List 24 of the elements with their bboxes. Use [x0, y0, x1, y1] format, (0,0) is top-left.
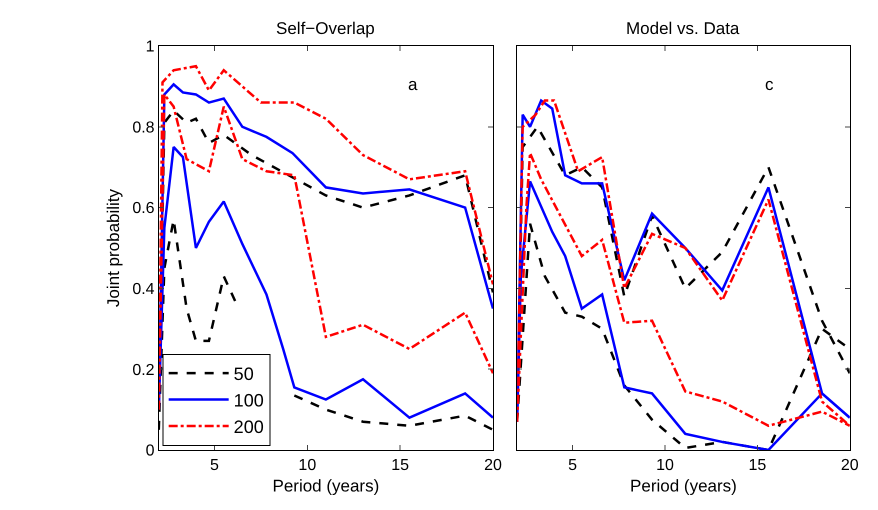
- x-tick-label: 5: [210, 457, 220, 474]
- y-tick-label: 0: [146, 442, 155, 460]
- annotation: c: [765, 75, 774, 94]
- x-axis-title: Period (years): [272, 476, 380, 496]
- y-tick-label: 0.8: [132, 119, 155, 136]
- x-axis-title: Period (years): [630, 476, 737, 496]
- y-tick-label: 0.6: [132, 200, 155, 218]
- annotation: a: [408, 75, 418, 94]
- y-axis-title: Joint probability: [104, 188, 123, 308]
- x-tick-label: 20: [840, 457, 859, 474]
- y-tick-label: 0.4: [132, 281, 155, 298]
- chart-title: Self−Overlap: [276, 19, 375, 38]
- legend-label: 100: [234, 390, 264, 411]
- x-tick-label: 20: [484, 457, 502, 474]
- x-tick-label: 15: [391, 457, 410, 474]
- legend-label: 200: [234, 416, 264, 437]
- x-tick-label: 10: [656, 457, 674, 474]
- x-tick-label: 15: [748, 457, 766, 474]
- chart-title: Model vs. Data: [626, 19, 740, 38]
- x-tick-label: 10: [298, 457, 316, 474]
- x-tick-label: 5: [568, 457, 578, 474]
- legend-label: 50: [234, 364, 254, 384]
- y-tick-label: 0.2: [132, 362, 155, 379]
- y-tick-label: 1: [146, 38, 155, 56]
